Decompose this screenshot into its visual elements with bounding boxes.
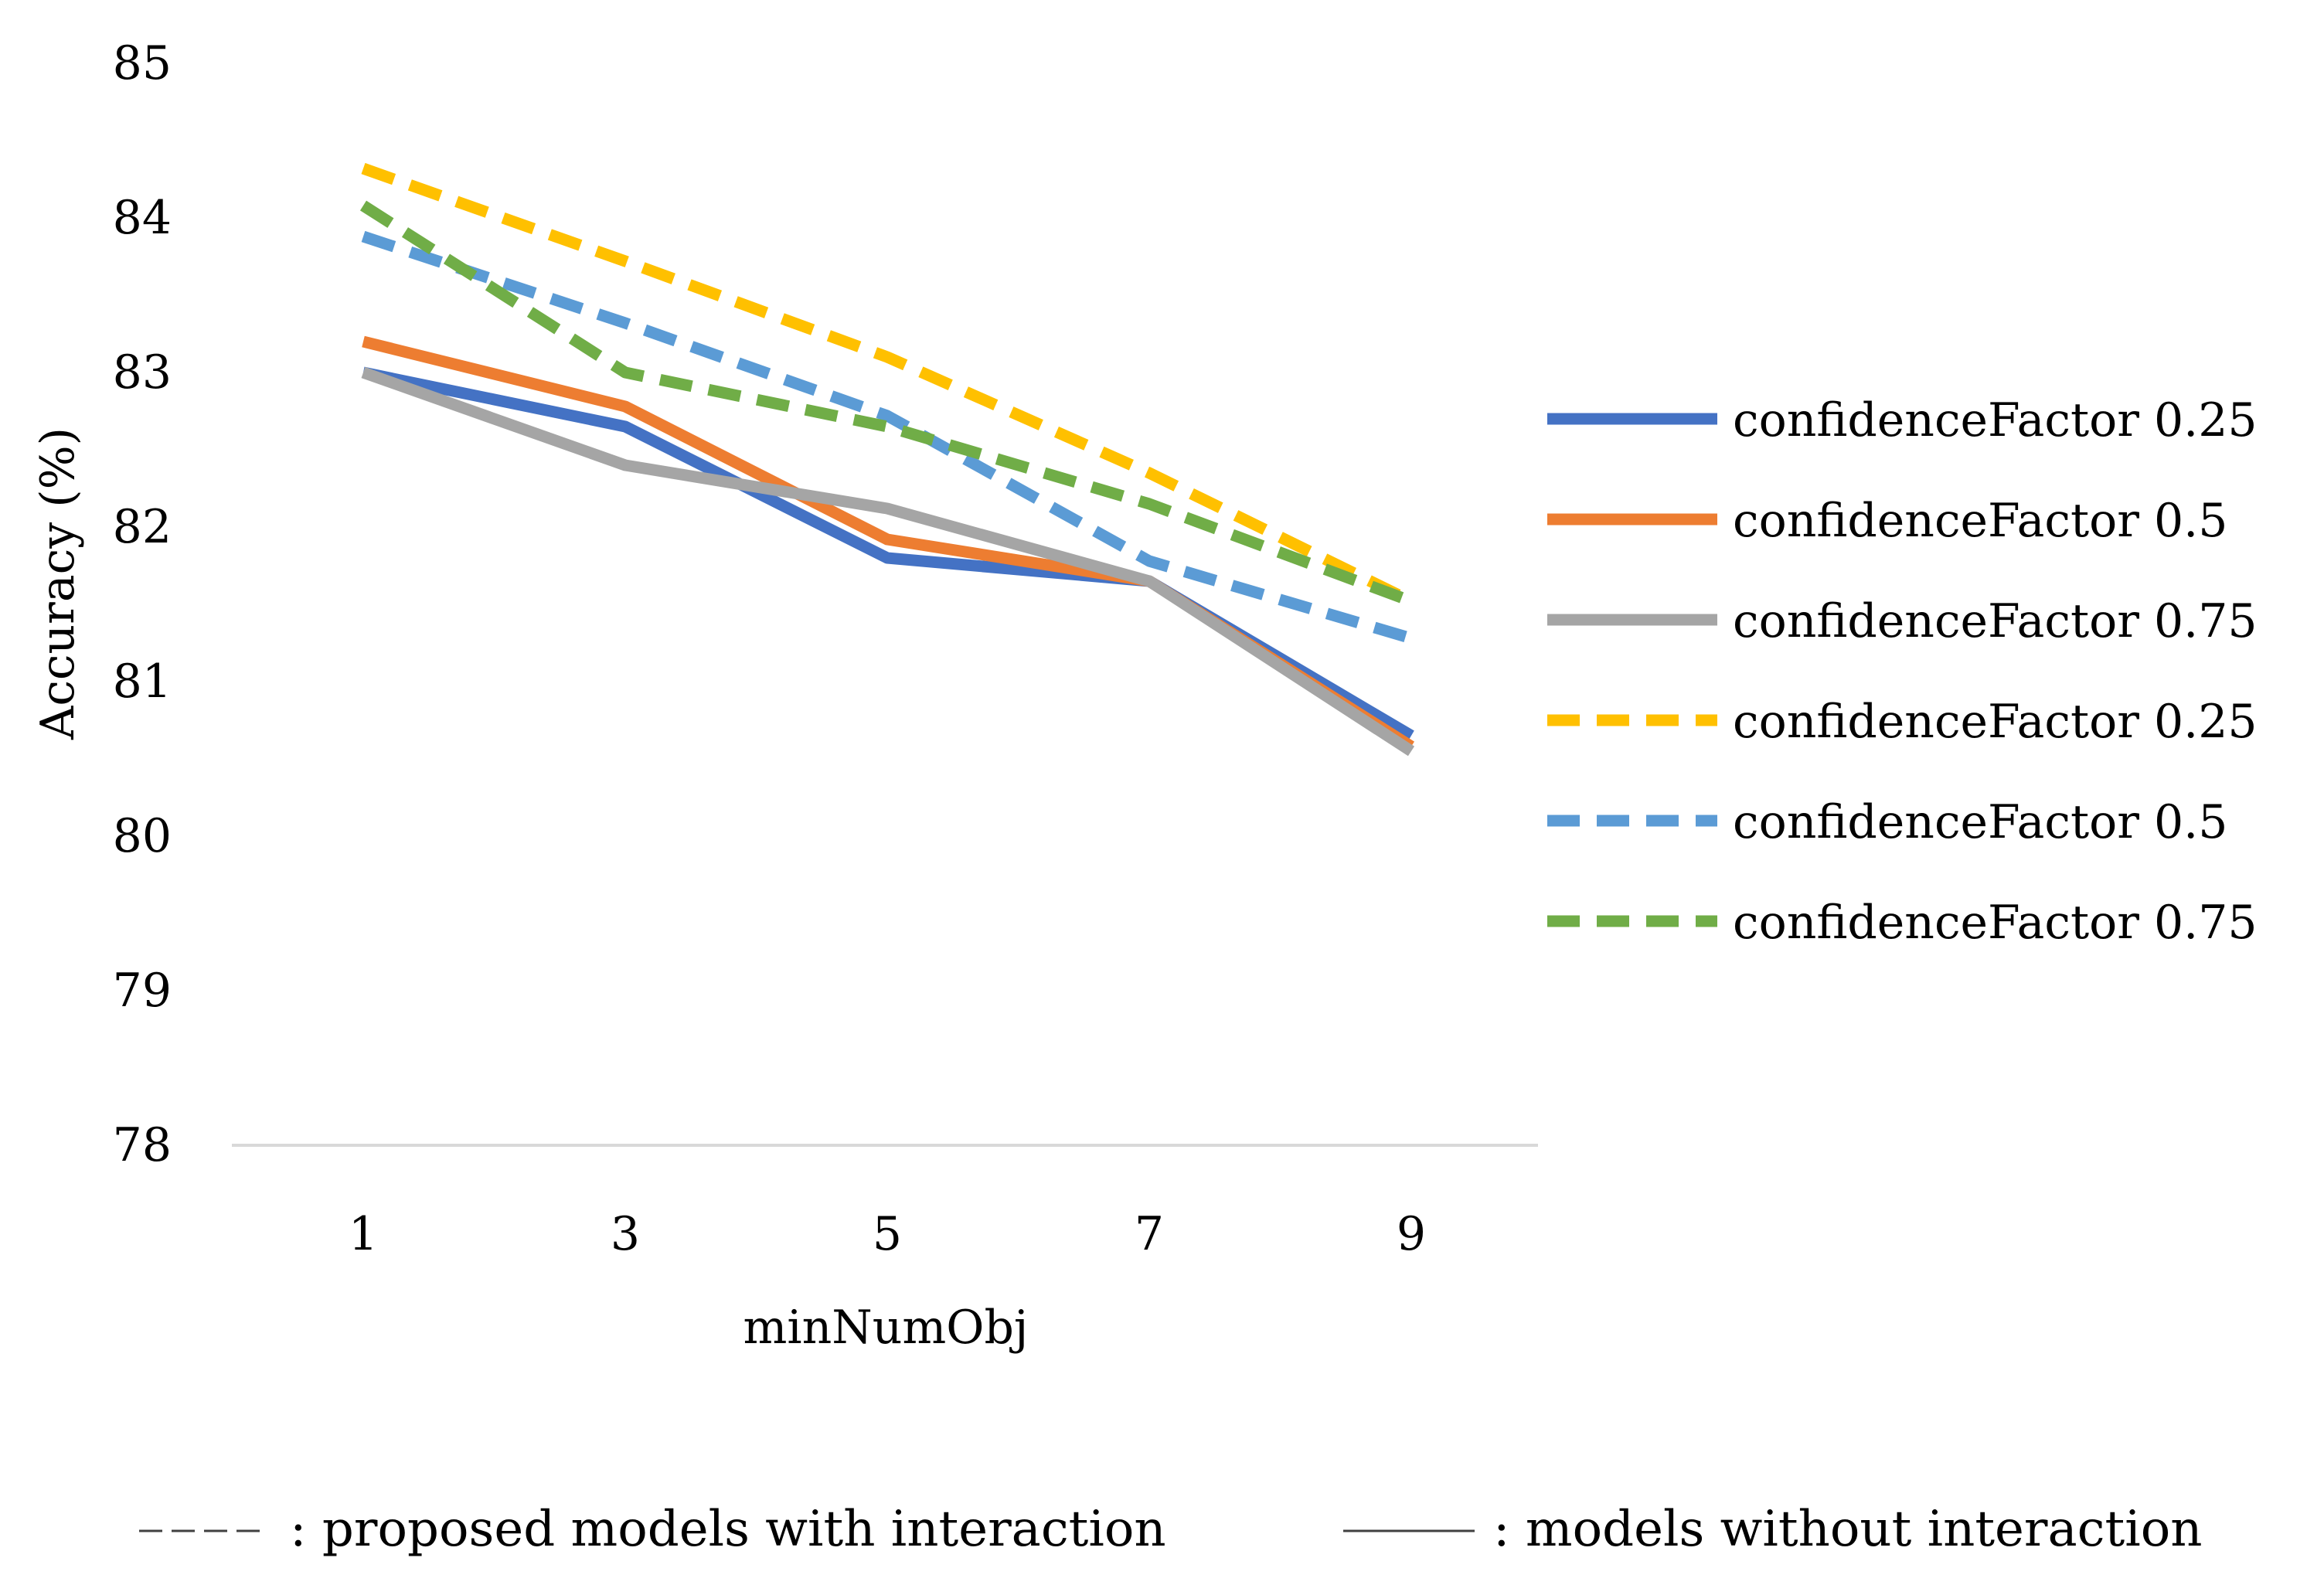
solid-line-note: : models without interaction	[1493, 1501, 2202, 1558]
x-tick-label: 5	[873, 1207, 902, 1261]
x-axis-label: minNumObj	[743, 1301, 1029, 1355]
y-tick-label: 84	[113, 191, 172, 245]
legend-label: confidenceFactor 0.75	[1733, 594, 2258, 648]
y-tick-label: 78	[113, 1118, 172, 1172]
x-tick-label: 7	[1135, 1207, 1164, 1261]
x-tick-label: 1	[349, 1207, 378, 1261]
series-line-dashed-025	[361, 162, 1414, 607]
x-tick-label: 9	[1397, 1207, 1426, 1261]
legend-label: confidenceFactor 0.25	[1733, 393, 2258, 447]
legend-label: confidenceFactor 0.25	[1733, 695, 2258, 749]
series-line-solid-075	[361, 366, 1415, 757]
series-line-dashed-05	[361, 230, 1414, 645]
legend: confidenceFactor 0.25 confidenceFactor 0.…	[1547, 393, 2258, 950]
y-tick-label: 82	[113, 500, 172, 554]
dashed-line-note: : proposed models with interaction	[290, 1501, 1166, 1558]
legend-label: confidenceFactor 0.75	[1733, 896, 2258, 950]
y-tick-label: 83	[113, 345, 172, 400]
x-axis-ticks: 1 3 5 7 9	[349, 1207, 1426, 1261]
series-lines	[359, 162, 1415, 757]
y-axis-ticks: 78 79 80 81 82 83 84 85	[113, 36, 172, 1172]
y-tick-label: 80	[113, 809, 172, 863]
y-tick-label: 81	[113, 655, 172, 709]
legend-label: confidenceFactor 0.5	[1733, 795, 2227, 849]
y-tick-label: 79	[113, 964, 172, 1018]
y-axis-label: Accuracy (%)	[31, 427, 85, 740]
x-tick-label: 3	[611, 1207, 640, 1261]
legend-label: confidenceFactor 0.5	[1733, 494, 2227, 548]
series-line-dashed-075	[359, 200, 1414, 607]
y-tick-label: 85	[113, 36, 172, 90]
line-style-note: : proposed models with interaction : mod…	[139, 1501, 2202, 1558]
